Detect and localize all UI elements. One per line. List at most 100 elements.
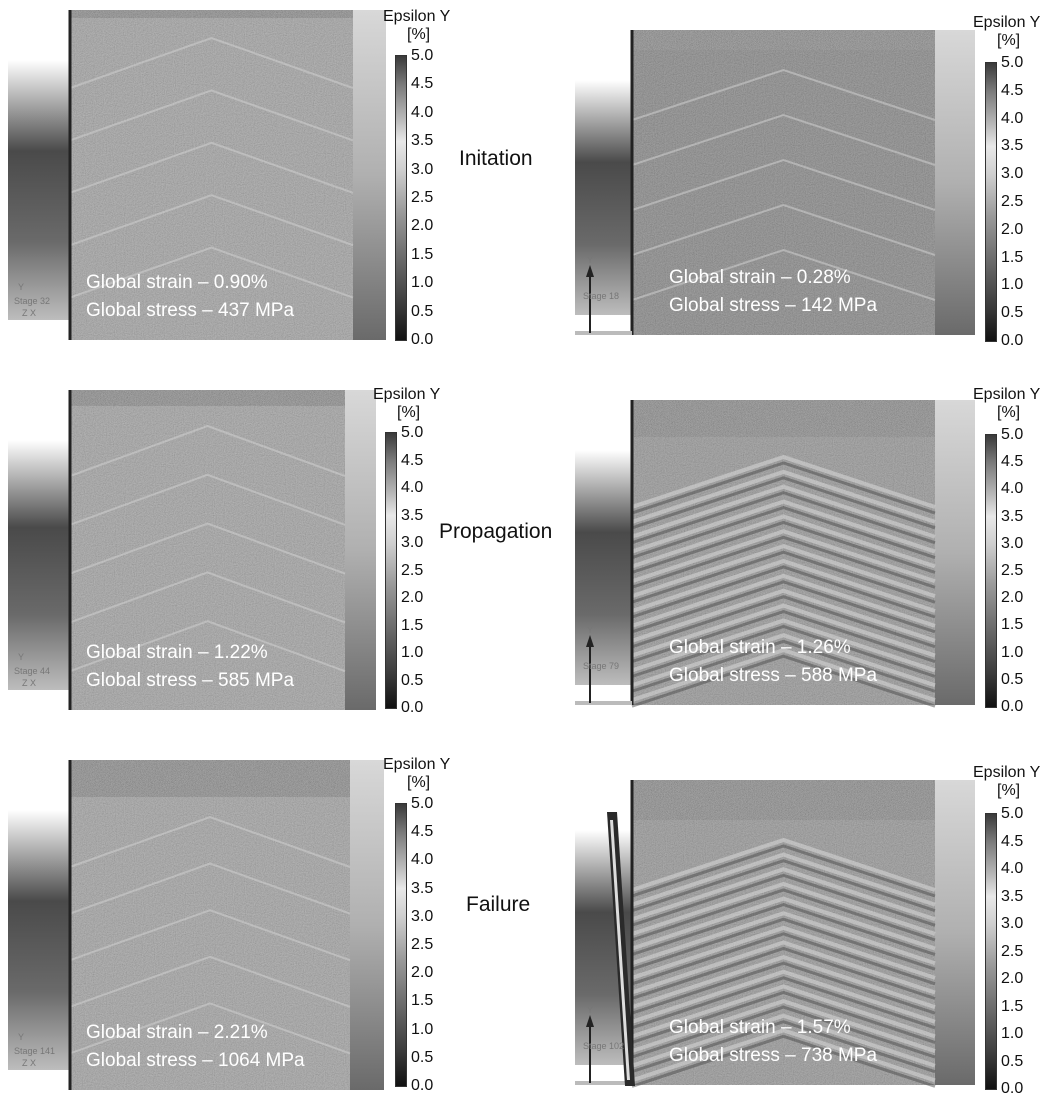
- colorbar-title: Epsilon Y: [373, 386, 441, 403]
- colorbar-tick-label: 3.0: [1001, 915, 1024, 932]
- colorbar-tick-label: 0.5: [411, 1048, 434, 1066]
- colorbar-tick-label: 4.0: [411, 103, 434, 121]
- colorbar-tick-label: 3.5: [411, 132, 434, 150]
- colorbar-tick-label: 1.5: [1001, 248, 1024, 266]
- colorbar-tick-label: 0.0: [401, 699, 424, 716]
- axis-y-label: Y: [587, 625, 594, 635]
- colorbar-tick-label: 5.0: [401, 424, 424, 441]
- colorbar-tick-label: 3.0: [411, 907, 434, 925]
- colorbar-tick-label: 0.0: [1001, 1080, 1024, 1097]
- colorbar-tick-label: 5.0: [1001, 54, 1024, 71]
- colorbar-tick-label: 5.0: [411, 47, 434, 64]
- colorbar-tick-label: 2.5: [1001, 562, 1024, 579]
- colorbar-tick-label: 3.5: [1001, 507, 1024, 525]
- global-stress-label: Global stress – 588 MPa: [669, 665, 878, 686]
- global-stress-label: Global stress – 437 MPa: [86, 300, 295, 321]
- stage-label: Stage 79: [583, 661, 620, 671]
- global-stress-label: Global stress – 738 MPa: [669, 1045, 878, 1066]
- colorbar-tick-label: 1.0: [411, 274, 434, 292]
- colorbar-tick-label: 2.0: [401, 589, 424, 606]
- colorbar-unit: [%]: [997, 32, 1021, 49]
- colorbar-tick-label: 2.0: [1001, 970, 1024, 987]
- colorbar-tick-label: 3.5: [411, 879, 434, 897]
- axis-zx-label: Z X: [22, 308, 37, 318]
- global-strain-label: Global strain – 0.90%: [86, 272, 268, 293]
- row-label-propagation: Propagation: [439, 520, 553, 543]
- colorbar-title: Epsilon Y: [973, 764, 1041, 781]
- colorbar-tick-label: 4.5: [1001, 453, 1024, 471]
- colorbar-tick-label: 0.0: [1001, 698, 1024, 715]
- colorbar-tick-label: 1.5: [411, 992, 434, 1010]
- colorbar-tick-label: 4.5: [401, 451, 424, 469]
- colorbar-tick-label: 3.0: [411, 160, 434, 178]
- colorbar-tick-label: 1.5: [411, 245, 434, 263]
- colorbar-tick-label: 2.0: [411, 964, 434, 982]
- axis-y-label: Y: [18, 282, 25, 292]
- global-strain-label: Global strain – 0.28%: [669, 267, 851, 288]
- stage-label: Stage 18: [583, 291, 620, 301]
- colorbar-unit: [%]: [407, 774, 431, 791]
- colorbar-tick-label: 4.5: [1001, 81, 1024, 99]
- colorbar-tick-label: 0.0: [1001, 332, 1024, 349]
- colorbar-tick-label: 1.0: [401, 644, 424, 661]
- colorbar-scale: [385, 432, 397, 709]
- colorbar-tick-label: 2.0: [1001, 589, 1024, 607]
- axis-y-label: Y: [587, 255, 594, 265]
- colorbar-tick-label: 0.5: [1001, 304, 1024, 322]
- colorbar-title: Epsilon Y: [973, 14, 1041, 31]
- colorbar-tick-label: 3.5: [401, 506, 424, 524]
- global-stress-label: Global stress – 1064 MPa: [86, 1050, 305, 1071]
- colorbar-tick-label: 5.0: [1001, 805, 1024, 822]
- axis-zx-label: Z X: [22, 678, 37, 688]
- colorbar-tick-label: 4.0: [411, 851, 434, 869]
- axis-zx-label: Z X: [22, 1058, 37, 1068]
- colorbar-scale: [985, 434, 997, 708]
- colorbar-tick-label: 3.5: [1001, 137, 1024, 155]
- colorbar-tick-label: 1.5: [1001, 997, 1024, 1015]
- colorbar-tick-label: 4.5: [411, 823, 434, 841]
- colorbar-tick-label: 1.0: [411, 1020, 434, 1038]
- global-strain-label: Global strain – 2.21%: [86, 1022, 268, 1043]
- colorbar-tick-label: 1.0: [1001, 276, 1024, 294]
- colorbar-title: Epsilon Y: [383, 8, 451, 25]
- colorbar-tick-label: 3.0: [1001, 534, 1024, 552]
- colorbar-tick-label: 0.5: [401, 671, 424, 689]
- stage-label: Stage 44: [14, 666, 51, 676]
- colorbar-tick-label: 2.5: [401, 561, 424, 579]
- colorbar-tick-label: 4.0: [1001, 480, 1024, 498]
- colorbar-tick-label: 4.0: [401, 479, 424, 496]
- global-stress-label: Global stress – 585 MPa: [86, 670, 295, 691]
- colorbar-unit: [%]: [397, 404, 421, 421]
- row-label-failure: Failure: [466, 893, 531, 916]
- colorbar-unit: [%]: [407, 26, 431, 43]
- colorbar-tick-label: 1.5: [1001, 616, 1024, 634]
- colorbar-tick-label: 3.0: [1001, 165, 1024, 183]
- colorbar-tick-label: 2.5: [411, 936, 434, 953]
- global-strain-label: Global strain – 1.26%: [669, 637, 851, 658]
- colorbar-scale: [395, 803, 407, 1087]
- colorbar-tick-label: 1.0: [1001, 643, 1024, 661]
- global-strain-label: Global strain – 1.57%: [669, 1017, 851, 1038]
- colorbar-tick-label: 0.0: [411, 1077, 434, 1094]
- row-label-initiation: Initation: [459, 147, 533, 170]
- colorbar-tick-label: 2.0: [411, 217, 434, 235]
- colorbar-unit: [%]: [997, 782, 1021, 799]
- colorbar-tick-label: 0.5: [1001, 1052, 1024, 1070]
- colorbar-tick-label: 1.5: [401, 616, 424, 634]
- colorbar-tick-label: 4.0: [1001, 109, 1024, 127]
- global-strain-label: Global strain – 1.22%: [86, 642, 268, 663]
- colorbar-scale: [985, 62, 997, 342]
- colorbar-tick-label: 0.0: [411, 331, 434, 348]
- axis-y-label: Y: [587, 1005, 594, 1015]
- colorbar-scale: [395, 55, 407, 341]
- colorbar-tick-label: 4.5: [411, 75, 434, 93]
- colorbar-tick-label: 2.5: [1001, 193, 1024, 210]
- colorbar-tick-label: 2.5: [411, 189, 434, 206]
- colorbar-tick-label: 4.5: [1001, 832, 1024, 850]
